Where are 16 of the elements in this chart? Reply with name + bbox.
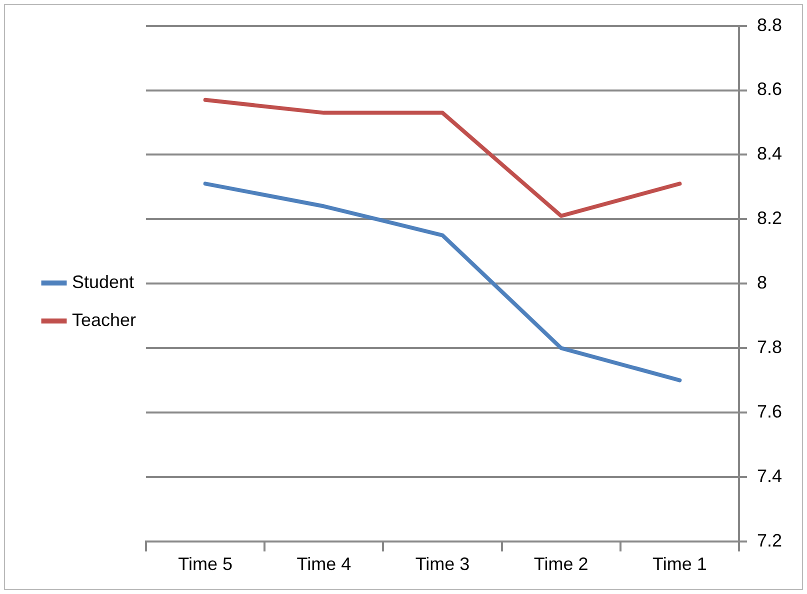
- x-tick-label: Time 2: [534, 554, 588, 574]
- y-tick-label: 8.6: [756, 79, 782, 100]
- x-tick-label: Time 5: [178, 554, 233, 574]
- x-tick-label: Time 4: [296, 554, 352, 574]
- y-tick-label: 7.8: [756, 337, 782, 358]
- x-tick-label: Time 1: [652, 554, 707, 574]
- y-tick-label: 8.4: [756, 144, 782, 164]
- y-tick-label: 8.2: [756, 208, 782, 228]
- y-tick-label: 7.4: [756, 466, 782, 486]
- y-tick-label: 7.2: [756, 530, 782, 550]
- legend-label: Student: [72, 272, 134, 292]
- y-tick-label: 8: [756, 272, 767, 293]
- y-tick-label: 8.8: [756, 14, 782, 35]
- y-tick-label: 7.6: [756, 401, 782, 422]
- legend-label: Teacher: [72, 310, 136, 330]
- x-tick-label: Time 3: [415, 554, 470, 574]
